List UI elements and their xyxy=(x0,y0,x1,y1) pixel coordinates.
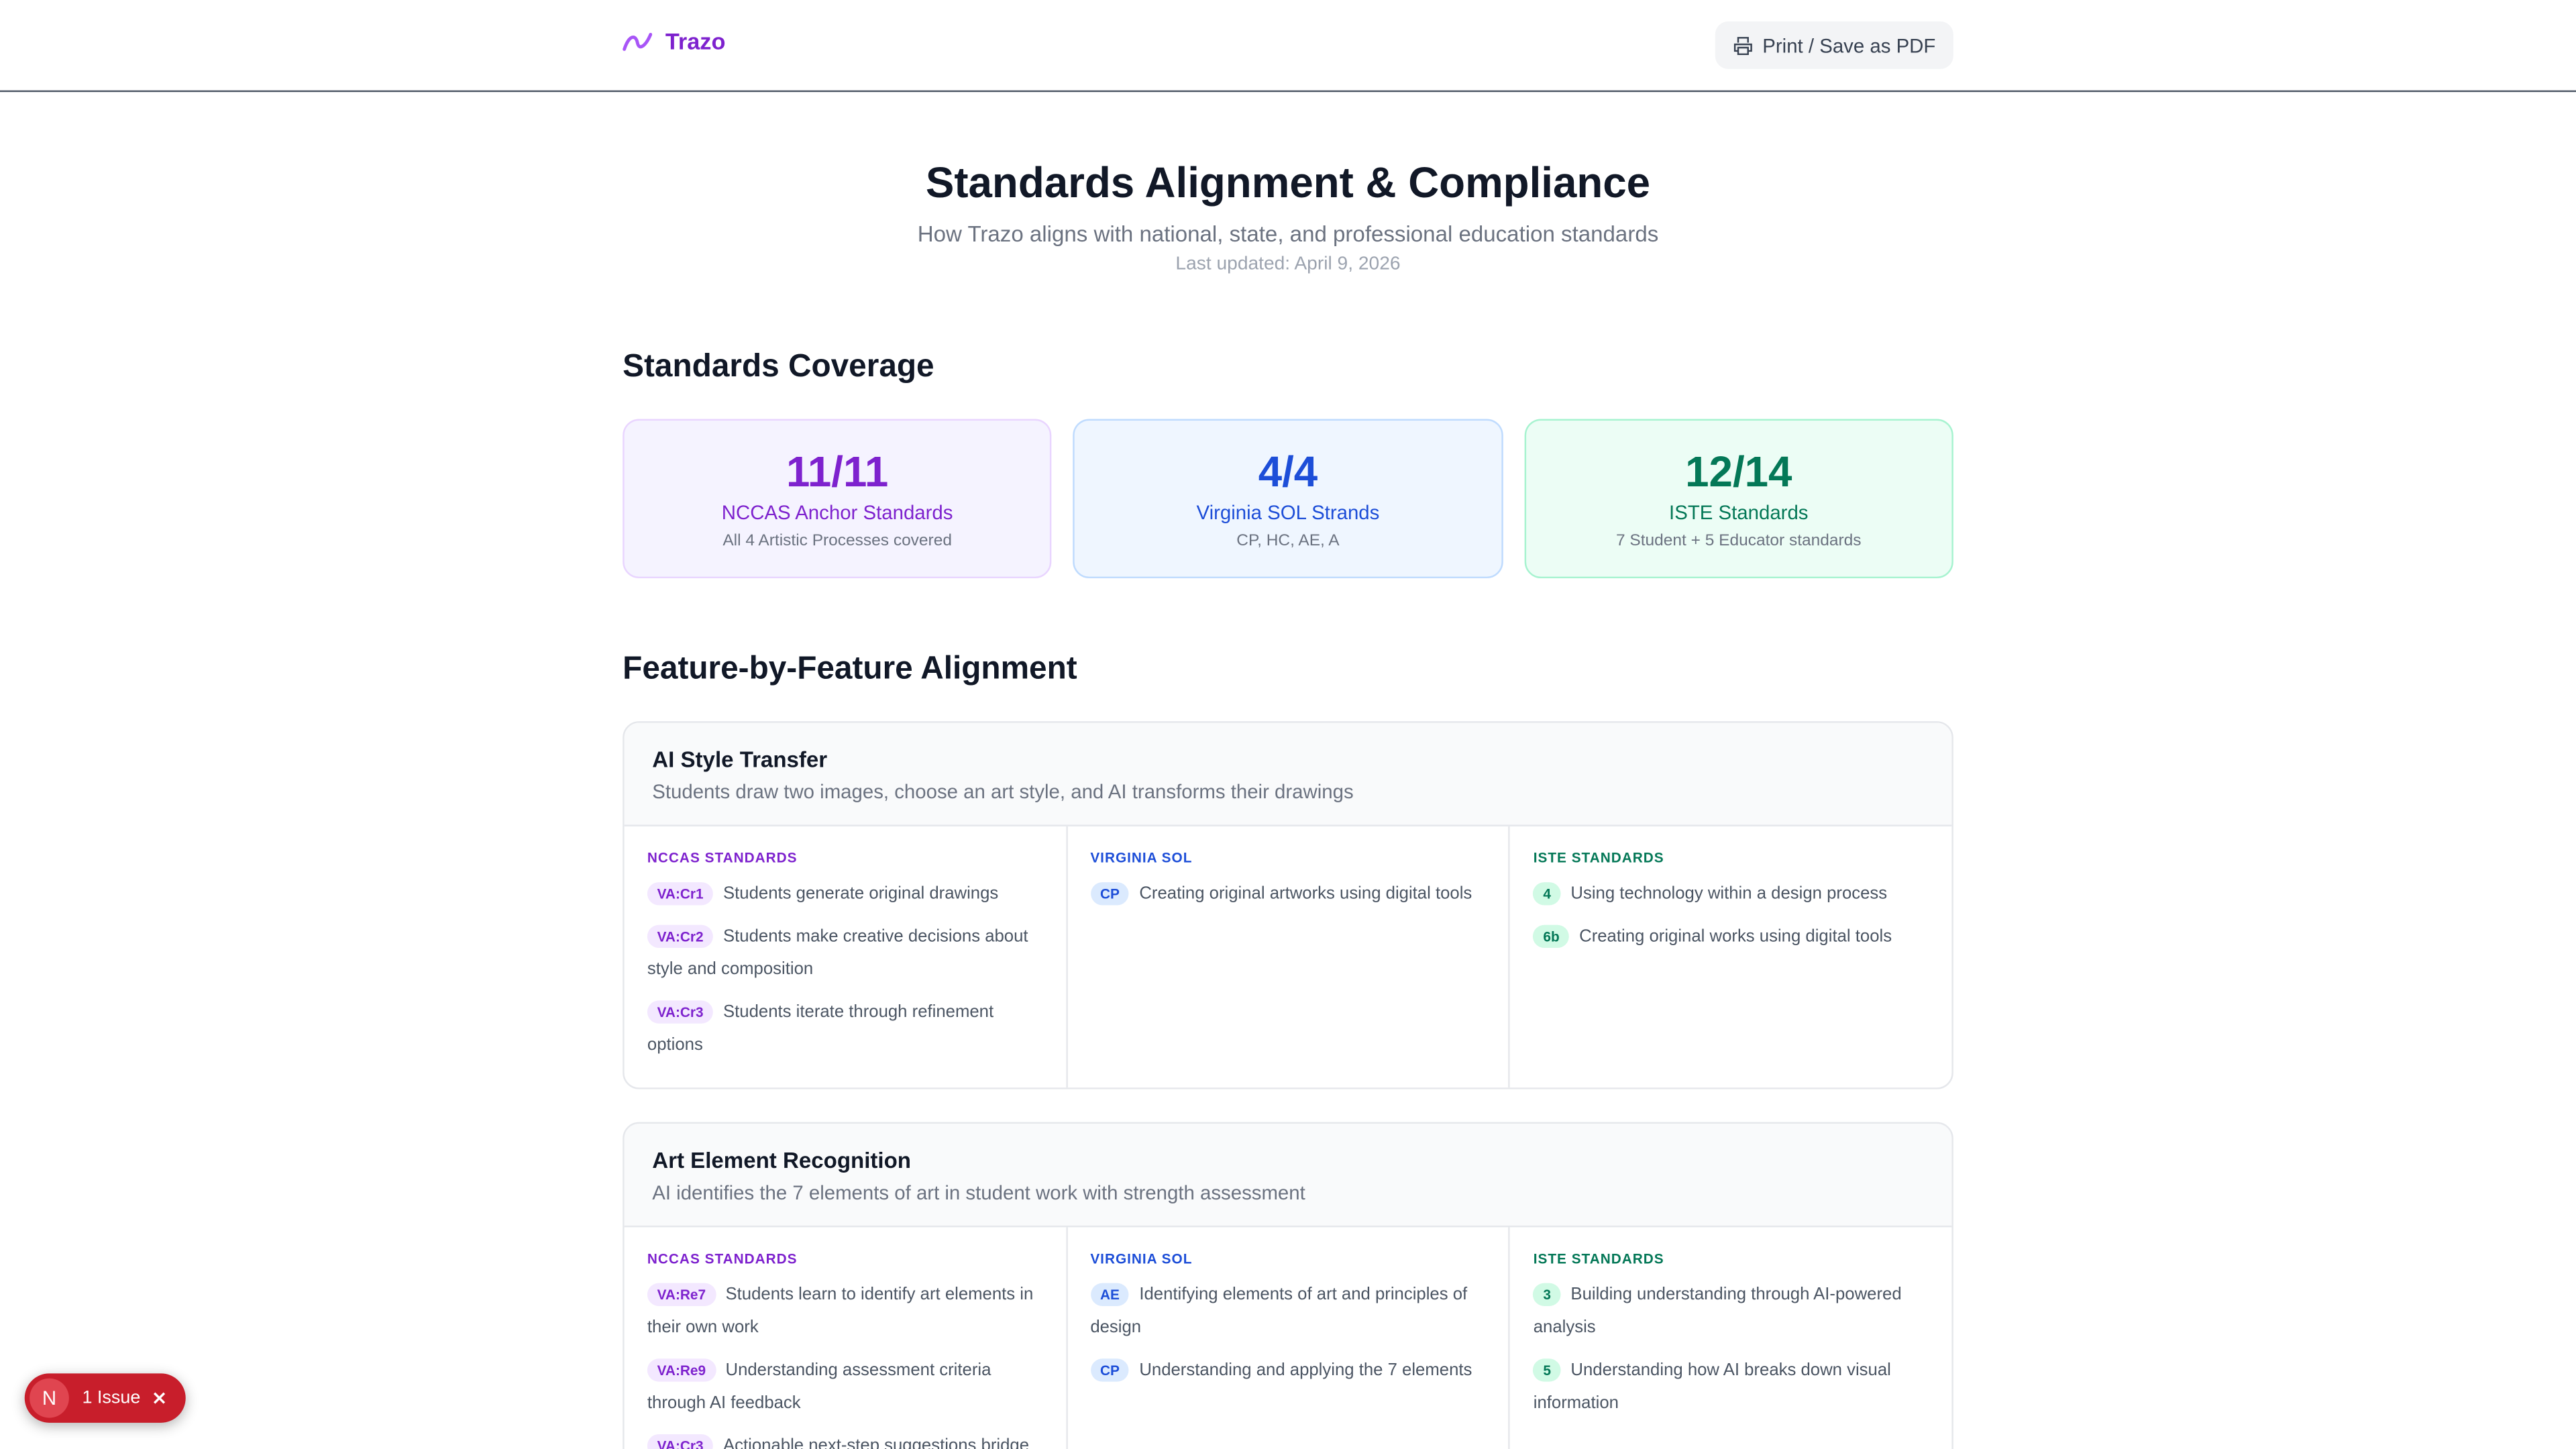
card-label: NCCAS Anchor Standards xyxy=(721,500,953,525)
feature-title: AI Style Transfer xyxy=(652,747,828,773)
card-note: 7 Student + 5 Educator standards xyxy=(1615,532,1862,551)
feature-card: Art Element Recognition AI identifies the… xyxy=(623,1122,1953,1449)
feature-card: AI Style Transfer Students draw two image… xyxy=(623,721,1953,1089)
print-label: Print / Save as PDF xyxy=(1762,34,1936,57)
standard-item: 4 Using technology within a design proces… xyxy=(1533,877,1929,910)
standard-text: Using technology within a design process xyxy=(1570,883,1888,904)
print-button[interactable]: Print / Save as PDF xyxy=(1715,21,1953,69)
standard-text: Students make creative decisions about s… xyxy=(647,926,1028,979)
card-label: Virginia SOL Strands xyxy=(1196,500,1380,525)
standard-item: AE Identifying elements of art and princi… xyxy=(1090,1278,1485,1344)
print-icon xyxy=(1733,36,1752,54)
last-updated: Last updated: April 9, 2026 xyxy=(1175,254,1401,274)
standard-item: 5 Understanding how AI breaks down visual… xyxy=(1533,1354,1929,1419)
feature-description: Students draw two images, choose an art … xyxy=(652,780,1354,804)
standard-item: VA:Cr2 Students make creative decisions a… xyxy=(647,920,1042,985)
section-heading: Feature-by-Feature Alignment xyxy=(623,650,1077,687)
standards-column: VIRGINIA SOL AE Identifying elements of ar… xyxy=(1067,1227,1511,1449)
card-value: 4/4 xyxy=(1258,447,1318,496)
feature-columns: NCCAS STANDARDS VA:Cr1 Students generate o… xyxy=(625,826,1952,1088)
standard-code: 3 xyxy=(1533,1283,1561,1306)
page-title: Standards Alignment & Compliance xyxy=(925,158,1651,207)
standard-code: AE xyxy=(1090,1283,1130,1306)
card-note: CP, HC, AE, A xyxy=(1236,532,1340,551)
standard-item: VA:Cr3 Actionable next-step suggestions b… xyxy=(647,1430,1042,1449)
standard-text: Understanding how AI breaks down visual … xyxy=(1533,1360,1891,1413)
standard-item: CP Understanding and applying the 7 eleme… xyxy=(1090,1354,1485,1387)
standard-item: CP Creating original artworks using digit… xyxy=(1090,877,1485,910)
standard-code: VA:Cr3 xyxy=(647,1434,714,1449)
standards-column: NCCAS STANDARDS VA:Re7 Students learn to i… xyxy=(625,1227,1068,1449)
standards-column: ISTE STANDARDS 3 Building understanding th… xyxy=(1510,1227,1951,1449)
card-value: 11/11 xyxy=(786,447,889,496)
toast-icon: N xyxy=(30,1378,69,1418)
standard-item: 3 Building understanding through AI-power… xyxy=(1533,1278,1929,1344)
coverage-card: 4/4 Virginia SOL Strands CP, HC, AE, A xyxy=(1073,419,1503,579)
coverage-card: 11/11 NCCAS Anchor Standards All 4 Artisti… xyxy=(623,419,1053,579)
column-heading: VIRGINIA SOL xyxy=(1090,849,1193,866)
feature-columns: NCCAS STANDARDS VA:Re7 Students learn to i… xyxy=(625,1227,1952,1449)
issue-toast[interactable]: N 1 Issue xyxy=(24,1373,186,1423)
standard-text: Creating original artworks using digital… xyxy=(1139,883,1472,904)
standard-code: 5 xyxy=(1533,1358,1561,1382)
close-icon[interactable] xyxy=(152,1390,168,1406)
standard-text: Understanding assessment criteria throug… xyxy=(647,1360,991,1413)
standard-text: Actionable next-step suggestions bridge xyxy=(723,1436,1030,1449)
standard-text: Students learn to identify art elements … xyxy=(647,1285,1034,1338)
feature-title: Art Element Recognition xyxy=(652,1148,911,1173)
standard-text: Understanding and applying the 7 element… xyxy=(1139,1360,1472,1381)
standard-text: Building understanding through AI-powere… xyxy=(1533,1285,1902,1338)
standard-code: VA:Cr1 xyxy=(647,882,714,906)
column-heading: NCCAS STANDARDS xyxy=(647,1250,798,1267)
hero: Standards Alignment & Compliance How Tra… xyxy=(623,158,1953,274)
standard-code: CP xyxy=(1090,882,1130,906)
top-bar: Trazo Print / Save as PDF xyxy=(0,0,2576,93)
subtitle: How Trazo aligns with national, state, a… xyxy=(917,221,1659,247)
card-label: ISTE Standards xyxy=(1669,500,1809,525)
standard-code: VA:Cr2 xyxy=(647,924,714,949)
feature-header: AI Style Transfer Students draw two image… xyxy=(624,722,1952,826)
logo-icon xyxy=(623,32,653,51)
feature-header: Art Element Recognition AI identifies the… xyxy=(624,1124,1952,1228)
standard-item: VA:Re7 Students learn to identify art ele… xyxy=(647,1278,1042,1344)
logo-text: Trazo xyxy=(665,28,726,54)
standard-code: VA:Cr3 xyxy=(647,1000,714,1024)
coverage-cards: 11/11 NCCAS Anchor Standards All 4 Artisti… xyxy=(623,419,1953,579)
logo[interactable]: Trazo xyxy=(623,28,725,54)
standard-text: Identifying elements of art and principl… xyxy=(1090,1285,1468,1338)
toast-label: 1 Issue xyxy=(82,1388,141,1408)
column-heading: NCCAS STANDARDS xyxy=(647,849,798,866)
standard-code: 4 xyxy=(1533,882,1561,906)
standard-text: Creating original works using digital to… xyxy=(1579,926,1892,947)
column-heading: ISTE STANDARDS xyxy=(1533,1250,1664,1267)
standard-code: 6b xyxy=(1533,924,1570,949)
standard-text: Students iterate through refinement opti… xyxy=(647,1002,994,1055)
alignment: Feature-by-Feature Alignment AI Style Tr… xyxy=(623,651,1953,1449)
coverage-card: 12/14 ISTE Standards 7 Student + 5 Educato… xyxy=(1523,419,1953,579)
standard-item: 6b Creating original works using digital … xyxy=(1533,920,1929,953)
standards-column: ISTE STANDARDS 4 Using technology within a… xyxy=(1510,826,1951,1087)
coverage: Standards Coverage 11/11 NCCAS Anchor Sta… xyxy=(623,348,1953,579)
standard-code: VA:Re7 xyxy=(647,1283,716,1306)
standard-text: Students generate original drawings xyxy=(723,883,999,904)
column-heading: ISTE STANDARDS xyxy=(1533,849,1664,866)
card-value: 12/14 xyxy=(1685,447,1792,496)
standards-column: NCCAS STANDARDS VA:Cr1 Students generate o… xyxy=(625,826,1068,1088)
standards-column: VIRGINIA SOL CP Creating original artworks… xyxy=(1067,826,1511,1088)
column-heading: VIRGINIA SOL xyxy=(1090,1250,1193,1267)
feature-list: AI Style Transfer Students draw two image… xyxy=(623,721,1953,1449)
standard-code: CP xyxy=(1090,1358,1130,1382)
feature-description: AI identifies the 7 elements of art in s… xyxy=(652,1181,1305,1205)
standard-code: VA:Re9 xyxy=(647,1358,716,1382)
section-heading: Standards Coverage xyxy=(623,348,934,385)
card-note: All 4 Artistic Processes covered xyxy=(722,532,952,551)
standard-item: VA:Re9 Understanding assessment criteria … xyxy=(647,1354,1042,1419)
standard-item: VA:Cr1 Students generate original drawing… xyxy=(647,877,1042,910)
standard-item: VA:Cr3 Students iterate through refinemen… xyxy=(647,996,1042,1061)
